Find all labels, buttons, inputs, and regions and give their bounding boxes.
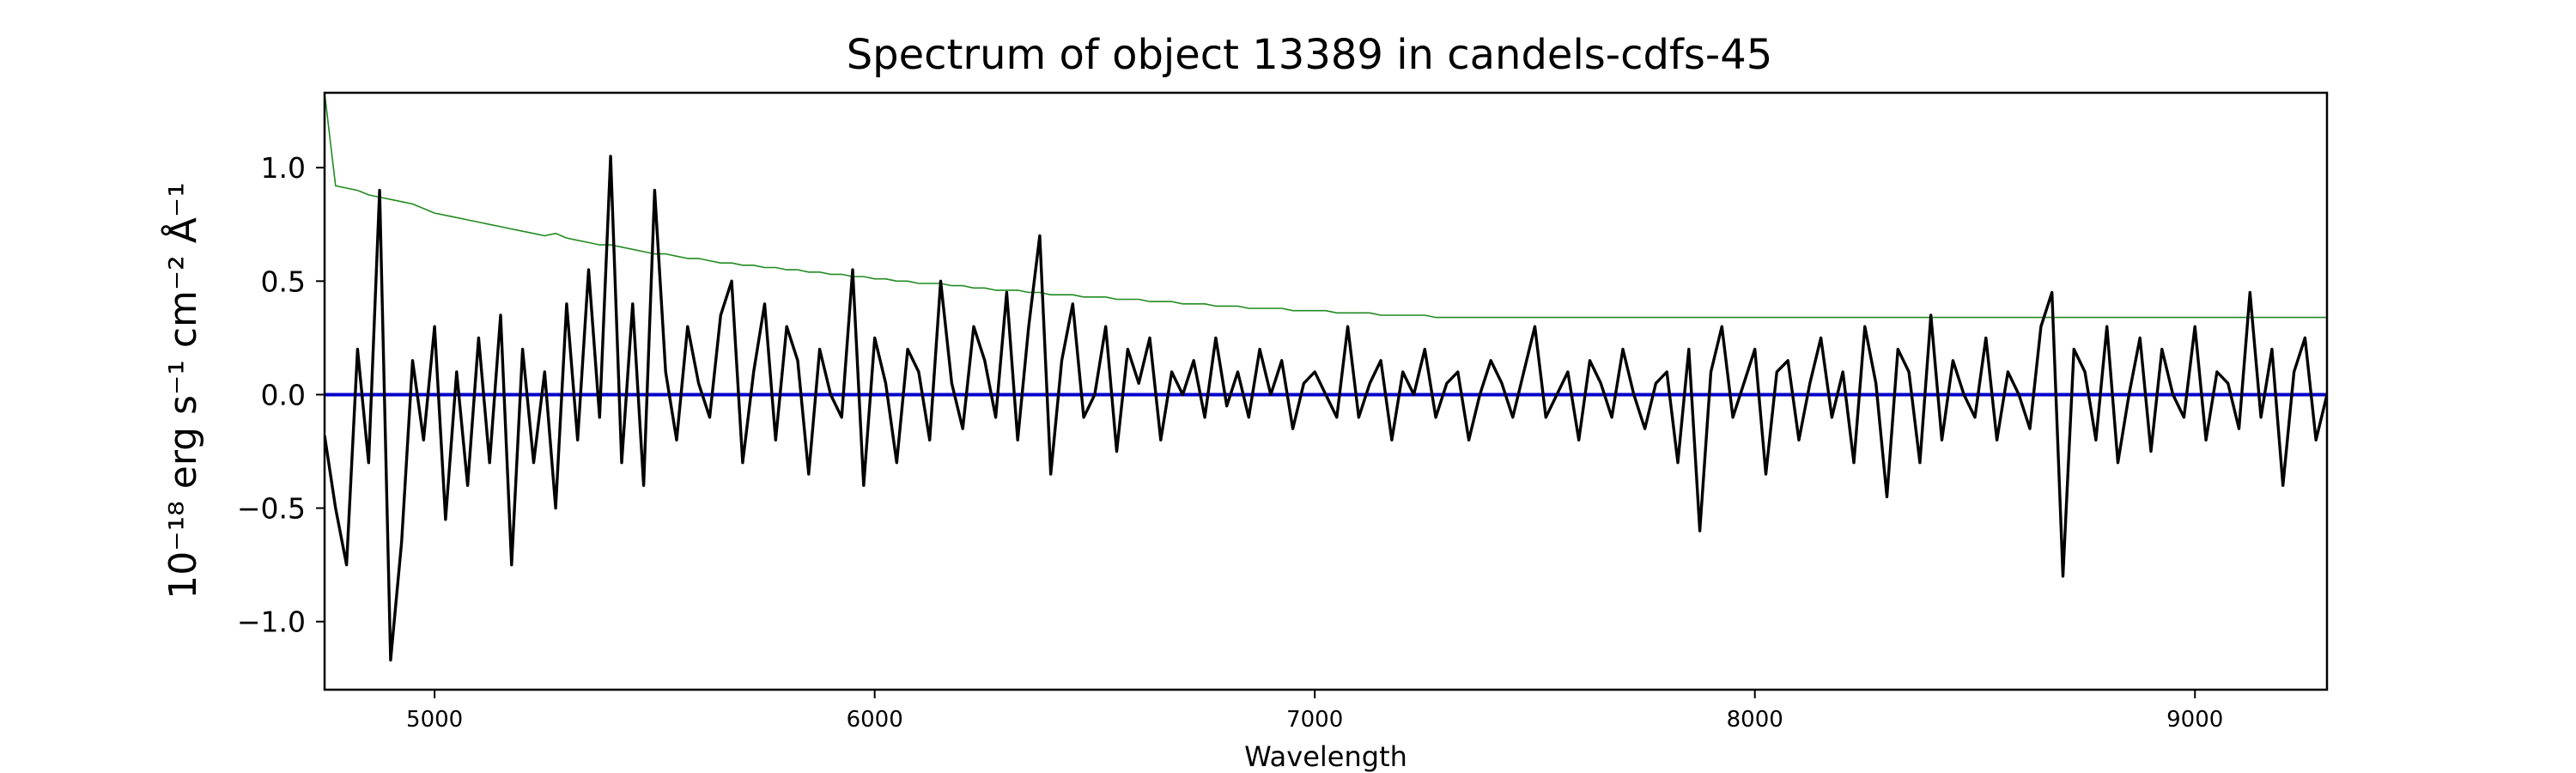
x-tick-label: 8000 (1727, 707, 1783, 733)
x-tick-label: 5000 (406, 707, 463, 733)
x-tick-label: 9000 (2166, 707, 2223, 733)
x-axis: 5000 6000 7000 8000 9000 (406, 690, 2223, 733)
plot-frame (323, 91, 2329, 691)
y-axis-label: 10⁻¹⁸ erg s⁻¹ cm⁻² Å⁻¹ (160, 182, 205, 599)
series-uncertainty-line (325, 93, 2327, 319)
y-tick-label: 0.5 (261, 265, 306, 298)
x-tick-label: 7000 (1286, 707, 1343, 733)
series-flux-line (325, 155, 2327, 662)
plot-area (325, 93, 2327, 662)
y-tick-label: 0.0 (261, 378, 306, 411)
y-tick-label: 1.0 (261, 151, 306, 185)
y-tick-label: −1.0 (237, 606, 306, 639)
x-axis-label: Wavelength (1244, 740, 1407, 773)
y-tick-label: −0.5 (237, 492, 306, 526)
x-tick-label: 6000 (847, 707, 903, 733)
chart-title: Spectrum of object 13389 in candels-cdfs… (847, 31, 1773, 79)
y-axis: −1.0 −0.5 0.0 0.5 1.0 (237, 151, 325, 639)
